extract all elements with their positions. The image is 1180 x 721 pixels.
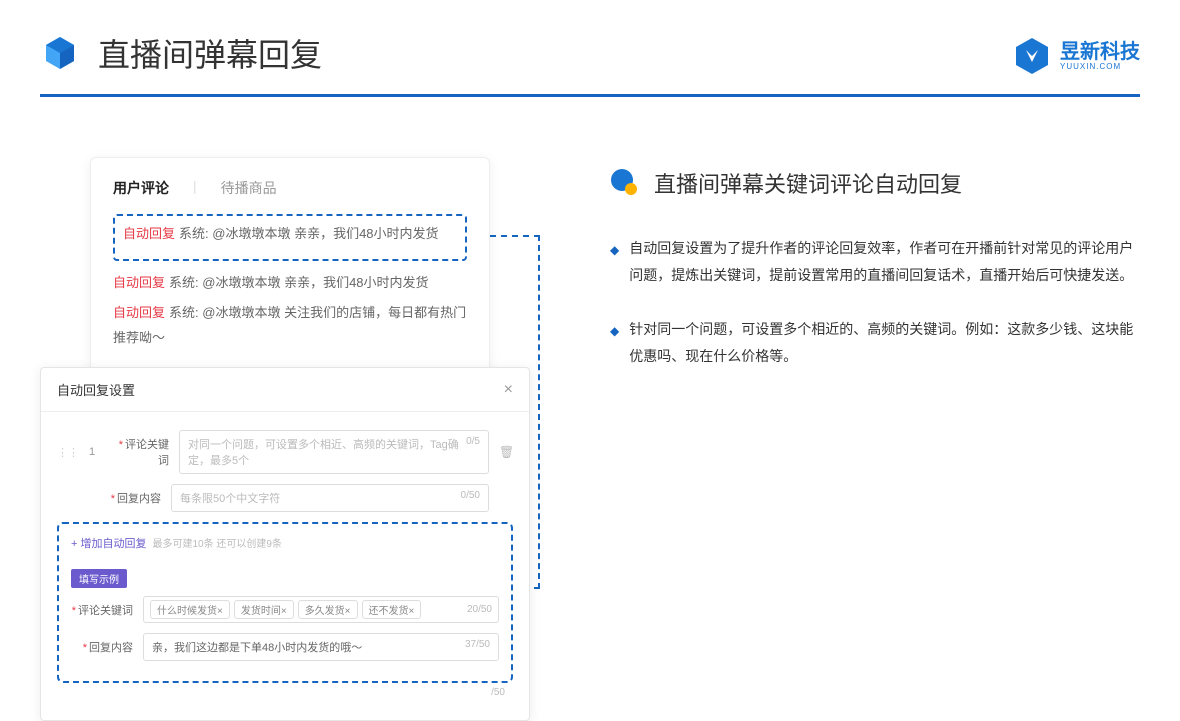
content-row: *回复内容 每条限50个中文字符0/50 [57, 484, 513, 512]
ex-content-row: *回复内容 亲，我们这边都是下单48小时内发货的哦～37/50 [71, 633, 499, 661]
keyword-row: ⋮⋮ 1 *评论关键词 对同一个问题，可设置多个相近、高频的关键词，Tag确定，… [57, 430, 513, 474]
msg-row: 自动回复系统: @冰墩墩本墩 亲亲，我们48小时内发货 [123, 222, 457, 247]
ct-label: 回复内容 [117, 493, 161, 505]
ex-tags-input[interactable]: 什么时候发货× 发货时间× 多久发货× 还不发货× 20/50 [143, 596, 499, 623]
tag[interactable]: 还不发货× [362, 600, 422, 619]
add-reply-link[interactable]: + 增加自动回复 [71, 535, 146, 551]
row-index: 1 [89, 446, 103, 458]
drag-icon[interactable]: ⋮⋮ [57, 446, 79, 459]
tag[interactable]: 多久发货× [298, 600, 358, 619]
bullet-item: ◆针对同一个问题，可设置多个相近的、高频的关键词。例如：这款多少钱、这块能优惠吗… [610, 316, 1140, 369]
logo-sub: YUUXIN.COM [1060, 62, 1140, 71]
settings-header: 自动回复设置 × [41, 368, 529, 412]
ex-content-input[interactable]: 亲，我们这边都是下单48小时内发货的哦～37/50 [143, 633, 499, 661]
bullet-item: ◆自动回复设置为了提升作者的评论回复效率，作者可在开播前针对常见的评论用户问题，… [610, 235, 1140, 288]
tag[interactable]: 发货时间× [234, 600, 294, 619]
logo-icon [1012, 36, 1052, 76]
close-icon[interactable]: × [504, 381, 513, 399]
tab-comments[interactable]: 用户评论 [113, 178, 169, 198]
content: 用户评论 | 待播商品 自动回复系统: @冰墩墩本墩 亲亲，我们48小时内发货 … [0, 97, 1180, 657]
comments-panel: 用户评论 | 待播商品 自动回复系统: @冰墩墩本墩 亲亲，我们48小时内发货 … [90, 157, 490, 378]
kw-label: 评论关键词 [125, 439, 169, 467]
tab-products[interactable]: 待播商品 [221, 178, 277, 198]
msg-row: 自动回复系统: @冰墩墩本墩 关注我们的店铺，每日都有热门推荐呦～ [113, 301, 467, 350]
settings-title: 自动回复设置 [57, 380, 135, 399]
example-box: + 增加自动回复最多可建10条 还可以创建9条 填写示例 *评论关键词 什么时候… [57, 522, 513, 683]
right-header: 直播间弹幕关键词评论自动回复 [610, 167, 1140, 199]
cube-icon [40, 33, 80, 73]
left-panels: 用户评论 | 待播商品 自动回复系统: @冰墩墩本墩 亲亲，我们48小时内发货 … [40, 157, 530, 657]
right-content: 直播间弹幕关键词评论自动回复 ◆自动回复设置为了提升作者的评论回复效率，作者可在… [610, 157, 1140, 657]
delete-icon[interactable]: 🗑 [499, 445, 513, 459]
example-badge: 填写示例 [71, 569, 127, 588]
logo: 昱新科技YUUXIN.COM [1012, 36, 1140, 76]
connector-h1 [490, 235, 540, 237]
msg-row: 自动回复系统: @冰墩墩本墩 亲亲，我们48小时内发货 [113, 271, 467, 296]
header: 直播间弹幕回复 [0, 0, 1180, 76]
keyword-input[interactable]: 对同一个问题，可设置多个相近、高频的关键词，Tag确定，最多5个0/5 [179, 430, 489, 474]
ex-keyword-row: *评论关键词 什么时候发货× 发货时间× 多久发货× 还不发货× 20/50 [71, 596, 499, 623]
tabs: 用户评论 | 待播商品 [113, 178, 467, 198]
diamond-icon: ◆ [610, 320, 619, 369]
tag[interactable]: 什么时候发货× [150, 600, 230, 619]
settings-panel: 自动回复设置 × ⋮⋮ 1 *评论关键词 对同一个问题，可设置多个相近、高频的关… [40, 367, 530, 721]
bubble-icon [610, 168, 640, 198]
settings-body: ⋮⋮ 1 *评论关键词 对同一个问题，可设置多个相近、高频的关键词，Tag确定，… [41, 412, 529, 720]
content-input[interactable]: 每条限50个中文字符0/50 [171, 484, 489, 512]
page-title: 直播间弹幕回复 [98, 30, 322, 76]
highlighted-msg: 自动回复系统: @冰墩墩本墩 亲亲，我们48小时内发货 [113, 214, 467, 261]
logo-name: 昱新科技 [1060, 42, 1140, 62]
add-hint: 最多可建10条 还可以创建9条 [152, 539, 281, 550]
diamond-icon: ◆ [610, 239, 619, 288]
right-title: 直播间弹幕关键词评论自动回复 [654, 167, 962, 199]
footer-count: /50 [57, 683, 513, 702]
connector-v [538, 235, 540, 589]
